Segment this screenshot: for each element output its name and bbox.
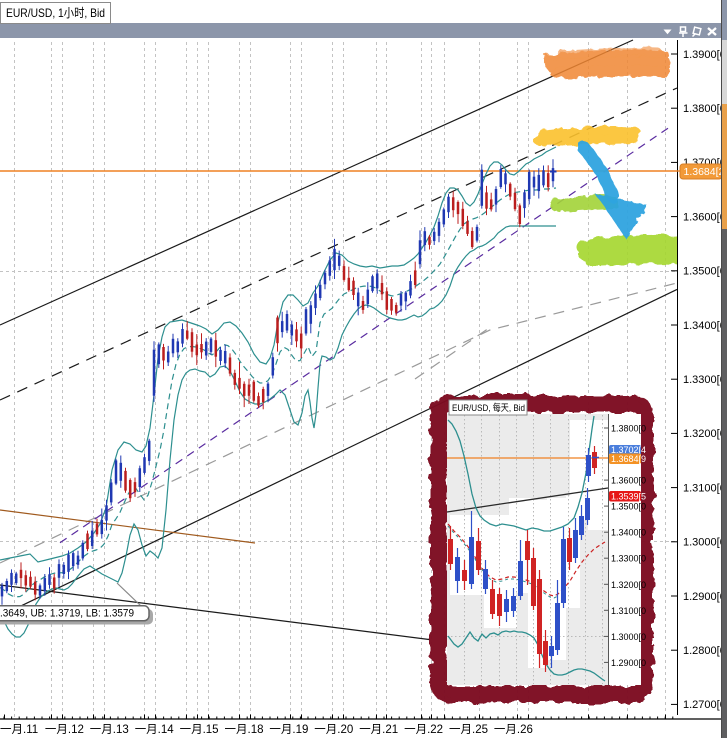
svg-text:1.3600[0: 1.3600[0 xyxy=(683,211,726,223)
svg-text:1.3000[0: 1.3000[0 xyxy=(611,632,646,642)
svg-text:1.3800[0: 1.3800[0 xyxy=(683,103,726,115)
svg-text:1.3300[0: 1.3300[0 xyxy=(683,374,726,386)
svg-text:1.3500[0: 1.3500[0 xyxy=(683,266,726,278)
svg-text:一月.26: 一月.26 xyxy=(494,724,533,736)
svg-text:一月.12: 一月.12 xyxy=(45,724,84,736)
svg-text:1.3684[2: 1.3684[2 xyxy=(684,166,725,178)
svg-text:一月.22: 一月.22 xyxy=(404,724,443,736)
svg-text:EUR/USD, 每天, Bid: EUR/USD, 每天, Bid xyxy=(452,402,525,414)
svg-text:1.2900[0: 1.2900[0 xyxy=(611,658,646,668)
svg-text:一月.11: 一月.11 xyxy=(0,724,38,736)
svg-text:1.3539[5: 1.3539[5 xyxy=(611,492,646,502)
svg-text:EUR/USD, 1小时, Bid: EUR/USD, 1小时, Bid xyxy=(6,6,105,20)
svg-text:1.3702[4: 1.3702[4 xyxy=(611,445,646,455)
svg-text:1.3400[0: 1.3400[0 xyxy=(683,320,726,332)
svg-text:一月.15: 一月.15 xyxy=(180,724,219,736)
svg-text:.3649, UB: 1.3719, LB: 1.3579: .3649, UB: 1.3719, LB: 1.3579 xyxy=(0,608,134,620)
svg-text:一月.21: 一月.21 xyxy=(359,724,398,736)
svg-text:1.3100[0: 1.3100[0 xyxy=(611,606,646,616)
svg-text:1.2700[0: 1.2700[0 xyxy=(683,699,726,711)
svg-text:1.3100[0: 1.3100[0 xyxy=(683,482,726,494)
svg-text:1.3600[0: 1.3600[0 xyxy=(611,476,646,486)
svg-text:1.2800[0: 1.2800[0 xyxy=(683,645,726,657)
svg-text:一月.19: 一月.19 xyxy=(269,724,308,736)
svg-text:1.3200[0: 1.3200[0 xyxy=(611,580,646,590)
svg-text:一月.25: 一月.25 xyxy=(449,724,488,736)
svg-text:一月.13: 一月.13 xyxy=(90,724,129,736)
svg-text:1.3500[0: 1.3500[0 xyxy=(611,502,646,512)
svg-text:一月.14: 一月.14 xyxy=(135,724,175,736)
svg-text:1.3200[0: 1.3200[0 xyxy=(683,428,726,440)
svg-text:1.2900[0: 1.2900[0 xyxy=(683,591,726,603)
svg-text:1.3900[0: 1.3900[0 xyxy=(683,49,726,61)
svg-text:一月.20: 一月.20 xyxy=(314,724,353,736)
svg-text:一月.18: 一月.18 xyxy=(225,724,264,736)
svg-text:1.3684[9: 1.3684[9 xyxy=(611,454,646,464)
svg-text:1.3000[0: 1.3000[0 xyxy=(683,537,726,549)
svg-text:1.3800[0: 1.3800[0 xyxy=(611,424,646,434)
svg-text:1.3400[0: 1.3400[0 xyxy=(611,528,646,538)
svg-text:1.3300[0: 1.3300[0 xyxy=(611,554,646,564)
